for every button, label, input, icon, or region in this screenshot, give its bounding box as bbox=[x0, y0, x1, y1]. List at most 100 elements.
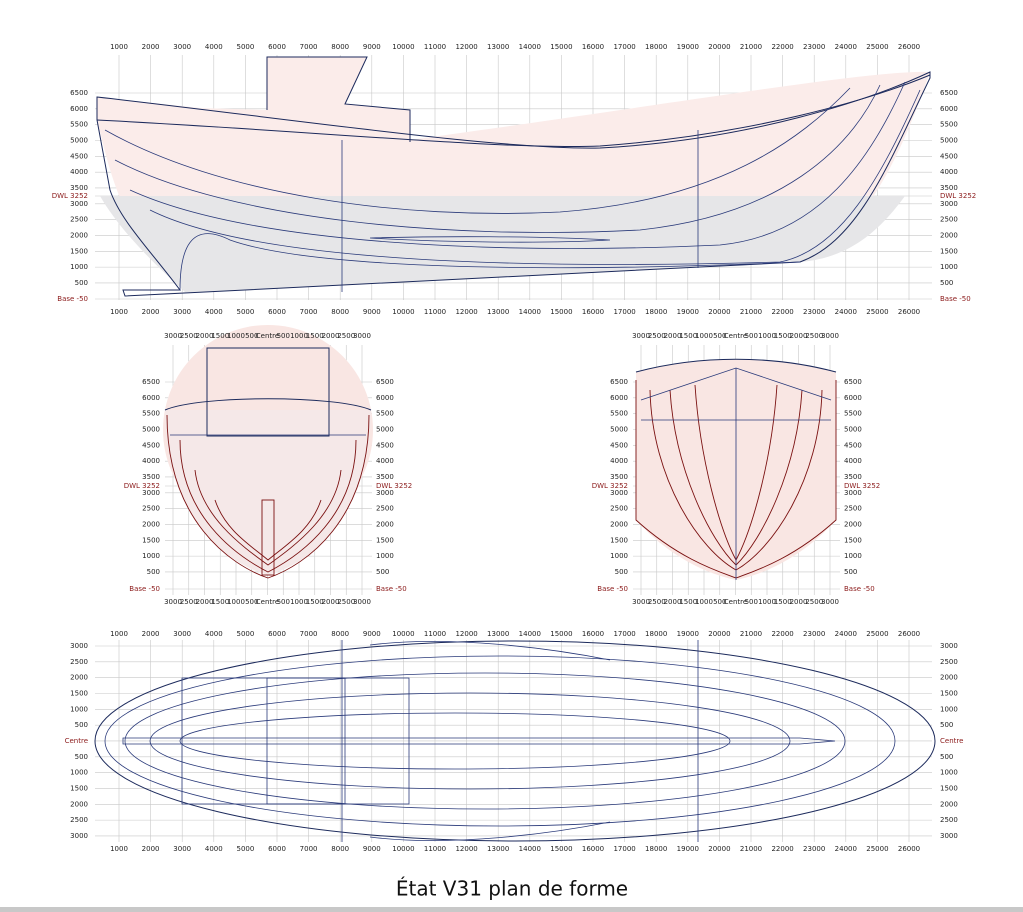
y-tick-label: 6500 bbox=[844, 378, 862, 386]
y-tick-label: 1000 bbox=[70, 705, 88, 713]
x-tick-label: 500 bbox=[713, 598, 726, 606]
y-tick-label: 5500 bbox=[142, 410, 160, 418]
y-tick-label: Centre bbox=[65, 737, 88, 745]
y-tick-label: 500 bbox=[615, 568, 628, 576]
y-tick-label: 3000 bbox=[376, 489, 394, 497]
x-tick-label: 2500 bbox=[805, 332, 823, 340]
x-tick-label: 4000 bbox=[205, 308, 223, 316]
x-tick-label: 1500 bbox=[774, 332, 792, 340]
x-tick-label: 25000 bbox=[866, 43, 888, 51]
y-tick-label: 500 bbox=[75, 721, 88, 729]
base-label: Base -50 bbox=[129, 585, 160, 593]
y-tick-label: 2000 bbox=[610, 520, 628, 528]
x-tick-label: 25000 bbox=[866, 308, 888, 316]
x-tick-label: 14000 bbox=[519, 845, 541, 853]
x-tick-label: 15000 bbox=[550, 43, 572, 51]
x-tick-label: 14000 bbox=[519, 308, 541, 316]
y-tick-label: 2000 bbox=[70, 231, 88, 239]
y-tick-label: 2000 bbox=[940, 674, 958, 682]
x-tick-label: 4000 bbox=[205, 845, 223, 853]
x-tick-label: 12000 bbox=[455, 308, 477, 316]
x-tick-label: 2000 bbox=[142, 308, 160, 316]
x-tick-label: 2500 bbox=[337, 598, 355, 606]
y-tick-label: 4000 bbox=[610, 457, 628, 465]
x-tick-label: 19000 bbox=[677, 845, 699, 853]
y-tick-label: 1000 bbox=[70, 263, 88, 271]
x-tick-label: 14000 bbox=[519, 630, 541, 638]
y-tick-label: 2500 bbox=[610, 505, 628, 513]
x-tick-label: 1000 bbox=[227, 598, 245, 606]
y-tick-label: 3500 bbox=[940, 184, 958, 192]
x-tick-label: 17000 bbox=[613, 43, 635, 51]
x-tick-label: 5000 bbox=[236, 43, 254, 51]
y-tick-label: 6000 bbox=[70, 105, 88, 113]
y-tick-label: 4500 bbox=[142, 441, 160, 449]
x-tick-label: 24000 bbox=[835, 630, 857, 638]
x-tick-label: 1000 bbox=[290, 598, 308, 606]
x-tick-label: 1500 bbox=[211, 598, 229, 606]
y-tick-label: 500 bbox=[844, 568, 857, 576]
x-tick-label: 3000 bbox=[632, 598, 650, 606]
y-tick-label: 1500 bbox=[142, 536, 160, 544]
x-tick-label: 20000 bbox=[708, 43, 730, 51]
x-tick-label: 24000 bbox=[835, 43, 857, 51]
x-tick-label: 2000 bbox=[196, 598, 214, 606]
y-tick-label: 2500 bbox=[70, 816, 88, 824]
x-tick-label: 2000 bbox=[664, 332, 682, 340]
x-tick-label: 500 bbox=[745, 598, 758, 606]
x-tick-label: 3000 bbox=[164, 598, 182, 606]
y-tick-label: 2500 bbox=[376, 505, 394, 513]
x-tick-label: 6000 bbox=[268, 308, 286, 316]
x-tick-label: 1000 bbox=[695, 598, 713, 606]
x-tick-label: 7000 bbox=[300, 630, 318, 638]
x-tick-label: 9000 bbox=[363, 43, 381, 51]
x-tick-label: 3000 bbox=[353, 598, 371, 606]
x-tick-label: 8000 bbox=[331, 845, 349, 853]
y-tick-label: 2000 bbox=[142, 520, 160, 528]
y-tick-label: 5500 bbox=[376, 410, 394, 418]
x-tick-label: 7000 bbox=[300, 308, 318, 316]
x-tick-label: 5000 bbox=[236, 845, 254, 853]
x-tick-label: Centre bbox=[256, 598, 279, 606]
x-tick-label: 3000 bbox=[821, 332, 839, 340]
y-tick-label: 4500 bbox=[70, 152, 88, 160]
y-tick-label: 2500 bbox=[142, 505, 160, 513]
x-tick-label: 25000 bbox=[866, 845, 888, 853]
x-tick-label: 4000 bbox=[205, 43, 223, 51]
y-tick-label: 3000 bbox=[844, 489, 862, 497]
x-tick-label: 5000 bbox=[236, 630, 254, 638]
y-tick-label: 1500 bbox=[940, 247, 958, 255]
x-tick-label: 25000 bbox=[866, 630, 888, 638]
x-tick-label: 21000 bbox=[740, 308, 762, 316]
x-tick-label: 15000 bbox=[550, 845, 572, 853]
x-tick-label: 10000 bbox=[392, 630, 414, 638]
x-tick-label: 1000 bbox=[758, 332, 776, 340]
y-tick-label: 4500 bbox=[940, 152, 958, 160]
y-tick-label: Centre bbox=[940, 737, 963, 745]
x-tick-label: 20000 bbox=[708, 845, 730, 853]
x-tick-label: 16000 bbox=[582, 845, 604, 853]
x-tick-label: 13000 bbox=[487, 845, 509, 853]
y-tick-label: 4500 bbox=[844, 441, 862, 449]
x-tick-label: Centre bbox=[724, 598, 747, 606]
x-tick-label: 22000 bbox=[771, 43, 793, 51]
x-tick-label: 1000 bbox=[110, 308, 128, 316]
x-tick-label: 14000 bbox=[519, 43, 541, 51]
x-tick-label: 1000 bbox=[110, 43, 128, 51]
x-tick-label: 9000 bbox=[363, 630, 381, 638]
x-tick-label: 24000 bbox=[835, 845, 857, 853]
x-tick-label: 2500 bbox=[648, 598, 666, 606]
x-tick-label: 19000 bbox=[677, 43, 699, 51]
y-tick-label: 500 bbox=[75, 279, 88, 287]
y-tick-label: 6500 bbox=[376, 378, 394, 386]
x-tick-label: 2500 bbox=[180, 598, 198, 606]
y-tick-label: 6000 bbox=[376, 394, 394, 402]
x-tick-label: 16000 bbox=[582, 308, 604, 316]
labels: 1000 1000 2000 2000 3000 3000 4000 4000 5000 5000… bbox=[52, 43, 977, 853]
profile-view bbox=[96, 56, 931, 297]
x-tick-label: 24000 bbox=[835, 308, 857, 316]
y-tick-label: 1500 bbox=[70, 784, 88, 792]
base-label: Base -50 bbox=[844, 585, 875, 593]
y-tick-label: 3000 bbox=[70, 642, 88, 650]
x-tick-label: 3000 bbox=[173, 630, 191, 638]
